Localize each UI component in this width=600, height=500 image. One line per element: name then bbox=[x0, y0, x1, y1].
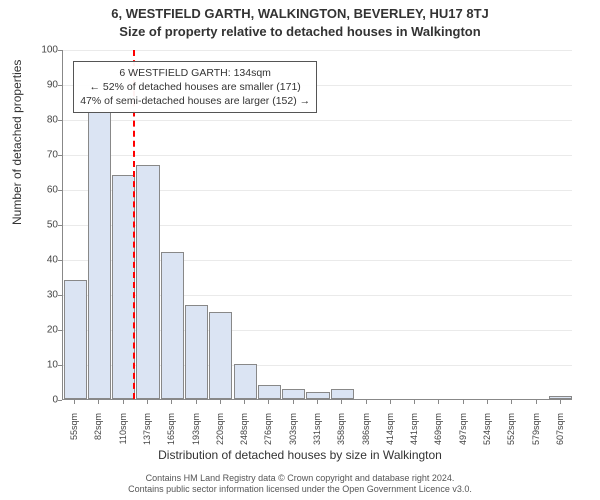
x-tick-mark bbox=[98, 400, 99, 404]
histogram-bar bbox=[282, 389, 305, 400]
x-tick-mark bbox=[438, 400, 439, 404]
histogram-bar bbox=[306, 392, 329, 399]
x-axis-label: Distribution of detached houses by size … bbox=[0, 448, 600, 462]
x-tick-mark bbox=[220, 400, 221, 404]
y-tick-label: 60 bbox=[40, 185, 58, 196]
y-tick-label: 70 bbox=[40, 150, 58, 161]
histogram-bar bbox=[112, 175, 135, 399]
x-tick-mark bbox=[560, 400, 561, 404]
x-tick-mark bbox=[293, 400, 294, 404]
x-tick-mark bbox=[196, 400, 197, 404]
y-tick-label: 0 bbox=[40, 395, 58, 406]
histogram-bar bbox=[209, 312, 232, 400]
histogram-bar bbox=[234, 364, 257, 399]
y-tick-label: 80 bbox=[40, 115, 58, 126]
x-tick-mark bbox=[171, 400, 172, 404]
y-tick-mark bbox=[58, 400, 62, 401]
chart-container: 6, WESTFIELD GARTH, WALKINGTON, BEVERLEY… bbox=[0, 0, 600, 500]
plot-area: 6 WESTFIELD GARTH: 134sqm ← 52% of detac… bbox=[62, 50, 572, 400]
title-main: 6, WESTFIELD GARTH, WALKINGTON, BEVERLEY… bbox=[0, 6, 600, 21]
histogram-bar bbox=[136, 165, 159, 400]
x-tick-mark bbox=[511, 400, 512, 404]
y-tick-label: 50 bbox=[40, 220, 58, 231]
y-tick-label: 10 bbox=[40, 360, 58, 371]
footer-line-1: Contains HM Land Registry data © Crown c… bbox=[0, 473, 600, 485]
annotation-box: 6 WESTFIELD GARTH: 134sqm ← 52% of detac… bbox=[73, 61, 317, 114]
histogram-bar bbox=[88, 112, 111, 399]
x-tick-mark bbox=[536, 400, 537, 404]
histogram-bar bbox=[331, 389, 354, 400]
x-tick-mark bbox=[147, 400, 148, 404]
x-tick-mark bbox=[463, 400, 464, 404]
x-tick-mark bbox=[74, 400, 75, 404]
x-tick-mark bbox=[487, 400, 488, 404]
x-tick-mark bbox=[414, 400, 415, 404]
x-tick-mark bbox=[268, 400, 269, 404]
x-tick-mark bbox=[341, 400, 342, 404]
histogram-bar bbox=[185, 305, 208, 400]
histogram-bar bbox=[64, 280, 87, 399]
x-tick-mark bbox=[390, 400, 391, 404]
annotation-line-2: ← 52% of detached houses are smaller (17… bbox=[80, 80, 310, 94]
x-tick-mark bbox=[123, 400, 124, 404]
gridline bbox=[63, 50, 572, 51]
gridline bbox=[63, 155, 572, 156]
y-tick-label: 20 bbox=[40, 325, 58, 336]
gridline bbox=[63, 120, 572, 121]
y-axis-label: Number of detached properties bbox=[10, 60, 24, 225]
histogram-bar bbox=[161, 252, 184, 399]
x-tick-mark bbox=[366, 400, 367, 404]
y-tick-label: 30 bbox=[40, 290, 58, 301]
y-tick-label: 40 bbox=[40, 255, 58, 266]
x-tick-mark bbox=[317, 400, 318, 404]
title-sub: Size of property relative to detached ho… bbox=[0, 24, 600, 39]
annotation-line-1: 6 WESTFIELD GARTH: 134sqm bbox=[80, 66, 310, 80]
y-tick-label: 90 bbox=[40, 80, 58, 91]
footer-line-2: Contains public sector information licen… bbox=[0, 484, 600, 496]
y-tick-label: 100 bbox=[40, 45, 58, 56]
histogram-bar bbox=[258, 385, 281, 399]
histogram-bar bbox=[549, 396, 572, 400]
x-tick-mark bbox=[244, 400, 245, 404]
footer: Contains HM Land Registry data © Crown c… bbox=[0, 473, 600, 496]
annotation-line-3: 47% of semi-detached houses are larger (… bbox=[80, 94, 310, 108]
